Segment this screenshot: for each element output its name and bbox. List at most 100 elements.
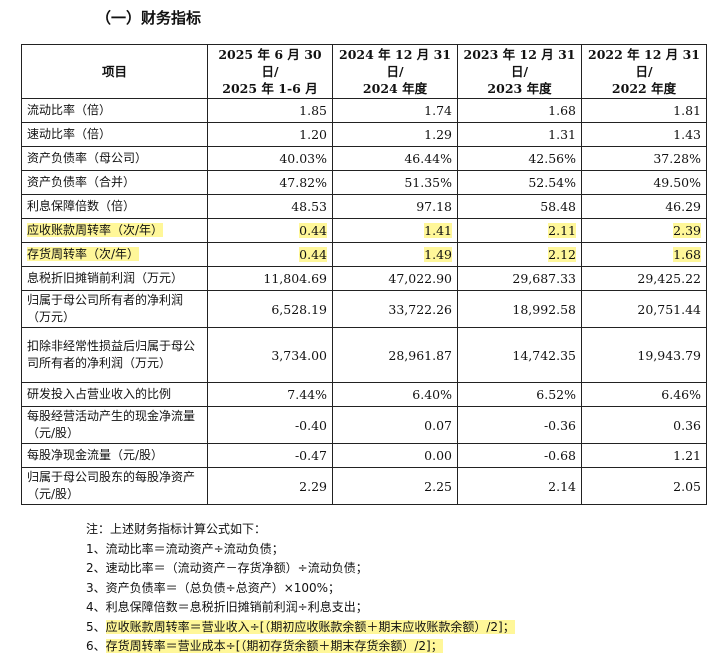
row-value: 46.44% <box>332 146 458 171</box>
row-value: 49.50% <box>581 170 707 195</box>
table-row: 扣除非经常性损益后归属于母公司所有者的净利润（万元） 3,734.00 28,961… <box>21 327 707 383</box>
row-value: 19,943.79 <box>581 327 707 383</box>
row-value: 1.68 <box>581 242 707 267</box>
row-value: 7.44% <box>207 382 333 407</box>
table-row: 资产负债率（合并） 47.82% 51.35% 52.54% 49.50% <box>21 170 707 195</box>
row-label: 流动比率（倍） <box>21 98 208 123</box>
row-label: 每股净现金流量（元/股） <box>21 443 208 468</box>
row-value: 1.68 <box>457 98 582 123</box>
header-period: 2025 年 6 月 30 日/2025 年 1-6 月 <box>207 44 333 99</box>
row-value: 47,022.90 <box>332 266 458 291</box>
row-value: -0.40 <box>207 406 333 444</box>
row-value: 47.82% <box>207 170 333 195</box>
table-row: 应收账款周转率（次/年） 0.44 1.41 2.11 2.39 <box>21 218 707 243</box>
row-value: 29,687.33 <box>457 266 582 291</box>
row-value: 37.28% <box>581 146 707 171</box>
row-value: 1.20 <box>207 122 333 147</box>
table-row: 利息保障倍数（倍） 48.53 97.18 58.48 46.29 <box>21 194 707 219</box>
note-item: 6、存货周转率＝营业成本÷[（期初存货余额＋期末存货余额）/2]； <box>86 639 443 653</box>
header-period: 2024 年 12 月 31 日/2024 年度 <box>332 44 458 99</box>
row-value: 28,961.87 <box>332 327 458 383</box>
table-row: 资产负债率（母公司） 40.03% 46.44% 42.56% 37.28% <box>21 146 707 171</box>
row-value: 58.48 <box>457 194 582 219</box>
row-value: 51.35% <box>332 170 458 195</box>
row-value: 2.05 <box>581 467 707 505</box>
row-label: 利息保障倍数（倍） <box>21 194 208 219</box>
row-value: 1.41 <box>332 218 458 243</box>
row-value: 14,742.35 <box>457 327 582 383</box>
row-value: 2.11 <box>457 218 582 243</box>
table-row: 归属于母公司股东的每股净资产（元/股） 2.29 2.25 2.14 2.05 <box>21 467 707 505</box>
row-value: 46.29 <box>581 194 707 219</box>
row-value: 40.03% <box>207 146 333 171</box>
note-item: 4、利息保障倍数＝息税折旧摊销前利润÷利息支出； <box>86 600 368 614</box>
row-label: 速动比率（倍） <box>21 122 208 147</box>
row-value: 0.00 <box>332 443 458 468</box>
row-value: 52.54% <box>457 170 582 195</box>
row-label: 每股经营活动产生的现金净流量（元/股） <box>21 406 208 444</box>
header-item: 项目 <box>21 44 208 99</box>
row-value: 1.74 <box>332 98 458 123</box>
financial-indicators-table: 项目 2025 年 6 月 30 日/2025 年 1-6 月 2024 年 1… <box>21 44 707 505</box>
row-value: -0.68 <box>457 443 582 468</box>
row-label: 归属于母公司所有者的净利润（万元） <box>21 290 208 328</box>
row-value: 1.85 <box>207 98 333 123</box>
row-value: 2.29 <box>207 467 333 505</box>
row-value: -0.47 <box>207 443 333 468</box>
table-row: 存货周转率（次/年） 0.44 1.49 2.12 1.68 <box>21 242 707 267</box>
row-value: 3,734.00 <box>207 327 333 383</box>
row-value: 1.49 <box>332 242 458 267</box>
row-value: 97.18 <box>332 194 458 219</box>
row-value: 2.12 <box>457 242 582 267</box>
row-value: 0.07 <box>332 406 458 444</box>
row-value: 2.25 <box>332 467 458 505</box>
row-value: 29,425.22 <box>581 266 707 291</box>
row-value: 6.52% <box>457 382 582 407</box>
note-item: 3、资产负债率＝（总负债÷总资产）×100%； <box>86 580 341 595</box>
section-title: （一）财务指标 <box>96 9 202 27</box>
row-value: 2.14 <box>457 467 582 505</box>
row-label: 息税折旧摊销前利润（万元） <box>21 266 208 291</box>
row-value: 1.43 <box>581 122 707 147</box>
table-row: 流动比率（倍） 1.85 1.74 1.68 1.81 <box>21 98 707 123</box>
table-row: 每股净现金流量（元/股） -0.47 0.00 -0.68 1.21 <box>21 443 707 468</box>
row-value: 0.36 <box>581 406 707 444</box>
row-value: 0.44 <box>207 242 333 267</box>
header-period: 2023 年 12 月 31 日/2023 年度 <box>457 44 582 99</box>
row-value: 20,751.44 <box>581 290 707 328</box>
row-value: 42.56% <box>457 146 582 171</box>
header-period: 2022 年 12 月 31 日/2022 年度 <box>581 44 707 99</box>
row-value: 1.21 <box>581 443 707 468</box>
row-value: 2.39 <box>581 218 707 243</box>
table-header-row: 项目 2025 年 6 月 30 日/2025 年 1-6 月 2024 年 1… <box>21 44 707 99</box>
row-label: 归属于母公司股东的每股净资产（元/股） <box>21 467 208 505</box>
row-label: 资产负债率（合并） <box>21 170 208 195</box>
note-item: 2、速动比率＝（流动资产－存货净额）÷流动负债； <box>86 561 368 575</box>
row-label: 研发投入占营业收入的比例 <box>21 382 208 407</box>
row-value: 18,992.58 <box>457 290 582 328</box>
table-row: 归属于母公司所有者的净利润（万元） 6,528.19 33,722.26 18,992… <box>21 290 707 328</box>
row-value: 0.44 <box>207 218 333 243</box>
row-value: 1.81 <box>581 98 707 123</box>
row-value: 33,722.26 <box>332 290 458 328</box>
row-value: 48.53 <box>207 194 333 219</box>
row-label: 应收账款周转率（次/年） <box>21 218 208 243</box>
table-row: 每股经营活动产生的现金净流量（元/股） -0.40 0.07 -0.36 0.36 <box>21 406 707 444</box>
note-item: 1、流动比率＝流动资产÷流动负债； <box>86 541 284 556</box>
row-value: 6.46% <box>581 382 707 407</box>
row-label: 存货周转率（次/年） <box>21 242 208 267</box>
table-row: 息税折旧摊销前利润（万元） 11,804.69 47,022.90 29,687.33… <box>21 266 707 291</box>
notes-intro: 注：上述财务指标计算公式如下： <box>86 522 267 536</box>
row-value: 6.40% <box>332 382 458 407</box>
table-row: 研发投入占营业收入的比例 7.44% 6.40% 6.52% 6.46% <box>21 382 707 407</box>
row-label: 资产负债率（母公司） <box>21 146 208 171</box>
row-value: 1.29 <box>332 122 458 147</box>
note-item: 5、应收账款周转率＝营业收入÷[（期初应收账款余额＋期末应收账款余额）/2]； <box>86 619 515 634</box>
row-value: 1.31 <box>457 122 582 147</box>
row-value: 6,528.19 <box>207 290 333 328</box>
formula-notes: 注：上述财务指标计算公式如下： 1、流动比率＝流动资产÷流动负债； 2、速动比率＝… <box>86 520 515 657</box>
row-label: 扣除非经常性损益后归属于母公司所有者的净利润（万元） <box>21 327 208 383</box>
table-row: 速动比率（倍） 1.20 1.29 1.31 1.43 <box>21 122 707 147</box>
row-value: 11,804.69 <box>207 266 333 291</box>
row-value: -0.36 <box>457 406 582 444</box>
